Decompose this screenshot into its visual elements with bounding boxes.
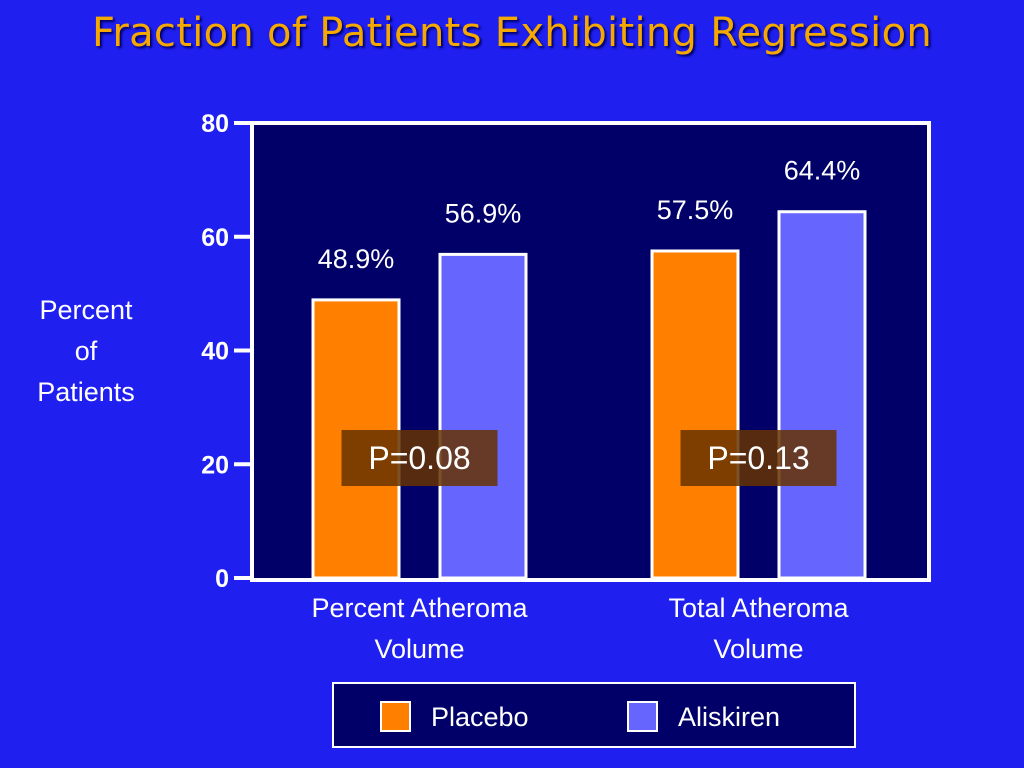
y-tick-label: 0 <box>215 565 229 593</box>
category-label: Volume <box>713 634 803 664</box>
y-axis-label: Percent of Patients <box>14 290 158 413</box>
p-value-label: P=0.08 <box>368 440 470 476</box>
data-label: 57.5% <box>657 195 734 225</box>
p-values: P=0.08 P=0.13 <box>341 430 837 486</box>
legend-box <box>332 682 856 748</box>
bars: 48.9% 57.5% 56.9% 64.4% <box>311 156 867 580</box>
legend-label: Placebo <box>431 702 529 732</box>
legend-swatch-placebo <box>380 701 411 732</box>
category-label: Total Atheroma <box>668 593 849 623</box>
p-value-label: P=0.13 <box>707 440 809 476</box>
category-label: Percent Atheroma <box>311 593 528 623</box>
data-label: 48.9% <box>318 244 395 274</box>
y-tick-label: 60 <box>201 224 229 252</box>
y-tick-label: 40 <box>201 338 229 366</box>
slide-title: Fraction of Patients Exhibiting Regressi… <box>91 10 933 56</box>
legend-swatch-aliskiren <box>627 701 658 732</box>
legend: Placebo Aliskiren <box>332 682 856 748</box>
y-axis-label-line: Patients <box>37 377 135 407</box>
p-value-box <box>341 430 498 486</box>
y-axis: 0 20 40 60 80 <box>201 110 252 593</box>
data-label: 56.9% <box>445 198 522 228</box>
bar-placebo <box>650 249 740 580</box>
category-label: Volume <box>374 634 464 664</box>
bar-aliskiren <box>777 210 867 580</box>
y-axis-label-line: of <box>74 336 98 366</box>
y-axis-label-line: Percent <box>39 295 133 325</box>
category-labels: Percent Atheroma Volume Total Atheroma Volu… <box>311 593 849 664</box>
y-tick-label: 80 <box>201 110 229 138</box>
legend-label: Aliskiren <box>678 702 780 732</box>
y-tick-label: 20 <box>201 451 229 479</box>
bar-aliskiren <box>438 252 528 580</box>
p-value-box <box>680 430 837 486</box>
data-label: 64.4% <box>784 156 861 186</box>
